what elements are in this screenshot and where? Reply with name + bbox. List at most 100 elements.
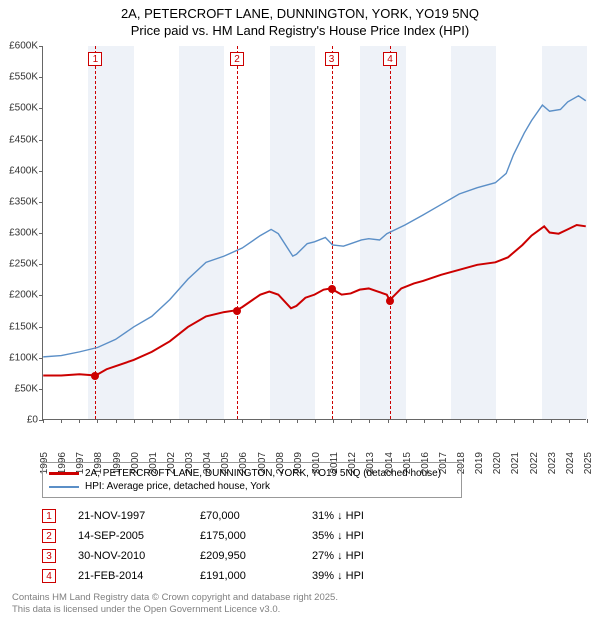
ytick-label: £200K (2, 290, 38, 301)
chart-plot-area: 1 2 3 4 (42, 46, 586, 420)
events-table: 121-NOV-1997£70,00031% ↓ HPI214-SEP-2005… (42, 506, 402, 586)
event-badge: 2 (230, 52, 244, 66)
xtick-mark (152, 419, 153, 423)
xtick-mark (279, 419, 280, 423)
xtick-mark (261, 419, 262, 423)
ytick-mark (39, 358, 43, 359)
xtick-mark (533, 419, 534, 423)
xtick-mark (116, 419, 117, 423)
event-diff: 31% ↓ HPI (312, 510, 402, 522)
xtick-mark (388, 419, 389, 423)
title-line-2: Price paid vs. HM Land Registry's House … (0, 23, 600, 40)
ytick-label: £450K (2, 134, 38, 145)
xtick-mark (424, 419, 425, 423)
xtick-mark (551, 419, 552, 423)
xtick-label: 2021 (510, 452, 521, 474)
xtick-mark (315, 419, 316, 423)
event-row-badge: 3 (42, 549, 56, 563)
event-date: 21-NOV-1997 (78, 510, 178, 522)
xtick-mark (79, 419, 80, 423)
price-marker (386, 297, 394, 305)
legend-swatch-hpi (49, 486, 79, 488)
xtick-label: 2024 (565, 452, 576, 474)
series-lines (43, 46, 586, 419)
xtick-mark (242, 419, 243, 423)
xtick-mark (188, 419, 189, 423)
ytick-label: £150K (2, 321, 38, 332)
event-price: £209,950 (200, 550, 290, 562)
event-diff: 27% ↓ HPI (312, 550, 402, 562)
event-price: £191,000 (200, 570, 290, 582)
event-badge: 1 (88, 52, 102, 66)
event-badge: 4 (383, 52, 397, 66)
xtick-mark (406, 419, 407, 423)
xtick-label: 2023 (547, 452, 558, 474)
event-diff: 39% ↓ HPI (312, 570, 402, 582)
xtick-label: 2022 (529, 452, 540, 474)
event-row-badge: 1 (42, 509, 56, 523)
ytick-label: £400K (2, 165, 38, 176)
event-row: 4 21-FEB-2014 £191,000 39% ↓ HPI (42, 566, 402, 586)
event-price: £175,000 (200, 530, 290, 542)
xtick-mark (514, 419, 515, 423)
ytick-label: £0 (2, 415, 38, 426)
event-date: 21-FEB-2014 (78, 570, 178, 582)
price-marker (91, 372, 99, 380)
xtick-label: 2019 (474, 452, 485, 474)
xtick-mark (224, 419, 225, 423)
ytick-label: £350K (2, 196, 38, 207)
xtick-mark (333, 419, 334, 423)
xtick-mark (61, 419, 62, 423)
xtick-mark (134, 419, 135, 423)
ytick-mark (39, 295, 43, 296)
ytick-mark (39, 264, 43, 265)
ytick-label: £300K (2, 228, 38, 239)
ytick-label: £600K (2, 41, 38, 52)
footer-line-1: Contains HM Land Registry data © Crown c… (12, 592, 338, 604)
xtick-label: 2020 (492, 452, 503, 474)
xtick-mark (170, 419, 171, 423)
ytick-label: £50K (2, 383, 38, 394)
xtick-mark (297, 419, 298, 423)
legend-row-hpi: HPI: Average price, detached house, York (49, 480, 455, 493)
xtick-mark (569, 419, 570, 423)
event-row: 214-SEP-2005£175,00035% ↓ HPI (42, 526, 402, 546)
legend-swatch-price-paid (49, 472, 79, 475)
event-date: 30-NOV-2010 (78, 550, 178, 562)
footer-line-2: This data is licensed under the Open Gov… (12, 604, 338, 616)
event-diff: 35% ↓ HPI (312, 530, 402, 542)
xtick-mark (206, 419, 207, 423)
event-badge: 3 (325, 52, 339, 66)
series-line-hpi (43, 96, 586, 357)
ytick-mark (39, 46, 43, 47)
event-row: 3 30-NOV-2010 £209,950 27% ↓ HPI (42, 546, 402, 566)
ytick-label: £250K (2, 259, 38, 270)
xtick-mark (369, 419, 370, 423)
chart-container: 2A, PETERCROFT LANE, DUNNINGTON, YORK, Y… (0, 0, 600, 620)
legend-row-price-paid: 2A, PETERCROFT LANE, DUNNINGTON, YORK, Y… (49, 467, 455, 480)
xtick-label: 2025 (583, 452, 594, 474)
ytick-mark (39, 233, 43, 234)
xtick-mark (351, 419, 352, 423)
price-marker (328, 285, 336, 293)
ytick-mark (39, 77, 43, 78)
title-block: 2A, PETERCROFT LANE, DUNNINGTON, YORK, Y… (0, 0, 600, 40)
ytick-label: £550K (2, 72, 38, 83)
xtick-mark (460, 419, 461, 423)
xtick-mark (496, 419, 497, 423)
xtick-mark (478, 419, 479, 423)
title-line-1: 2A, PETERCROFT LANE, DUNNINGTON, YORK, Y… (0, 6, 600, 23)
xtick-mark (442, 419, 443, 423)
event-row: 121-NOV-1997£70,00031% ↓ HPI (42, 506, 402, 526)
ytick-mark (39, 420, 43, 421)
legend-label-hpi: HPI: Average price, detached house, York (85, 481, 270, 492)
xtick-mark (43, 419, 44, 423)
xtick-mark (97, 419, 98, 423)
ytick-mark (39, 140, 43, 141)
price-marker (233, 307, 241, 315)
legend-box: 2A, PETERCROFT LANE, DUNNINGTON, YORK, Y… (42, 462, 462, 498)
series-line-price_paid (43, 225, 586, 375)
event-row-badge: 4 (42, 569, 56, 583)
ytick-mark (39, 171, 43, 172)
ytick-label: £100K (2, 352, 38, 363)
